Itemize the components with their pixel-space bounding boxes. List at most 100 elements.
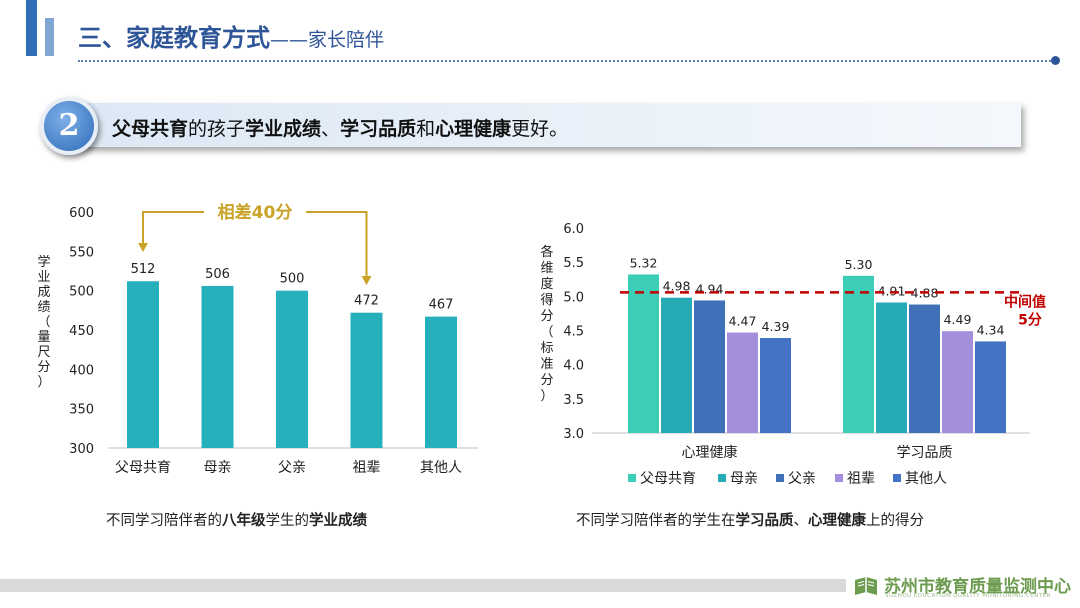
header-accent-bar-light	[45, 18, 54, 56]
caption-part: 学生的	[265, 513, 310, 529]
y-axis-label-char: 成	[37, 285, 50, 300]
y-axis-label-char: 度	[540, 276, 553, 292]
right-chart-caption: 不同学习陪伴者的学生在学习品质、心理健康上的得分	[576, 509, 924, 530]
section-title-main: 三、家庭教育方式	[78, 24, 270, 52]
y-axis-label-char: 学	[37, 254, 50, 270]
x-category-label: 母亲	[204, 460, 232, 476]
median-label: 中间值	[1004, 293, 1046, 310]
y-tick-label: 6.0	[563, 222, 584, 237]
median-value-label: 5分	[1018, 312, 1042, 328]
y-tick-label: 600	[69, 206, 94, 221]
section-title: 三、家庭教育方式——家长陪伴	[78, 18, 384, 53]
y-tick-label: 3.5	[563, 393, 584, 408]
y-tick-label: 350	[69, 403, 94, 418]
bar-value-label: 4.47	[729, 314, 757, 329]
y-tick-label: 4.0	[563, 359, 584, 374]
header-divider-dot	[1051, 56, 1060, 65]
footer-bar	[0, 579, 846, 592]
finding-term-mental-health: 心理健康	[435, 118, 512, 140]
y-axis-label-char: 各	[540, 244, 553, 260]
bar-祖辈	[350, 312, 383, 448]
caption-bold-learning-quality: 学习品质	[735, 513, 794, 529]
legend-label: 其他人	[905, 471, 947, 487]
y-axis-label-char: 准	[540, 357, 553, 372]
bar-value-label: 467	[429, 298, 454, 313]
finding-term-coparenting: 父母共育	[112, 118, 189, 140]
header-divider	[78, 60, 1054, 62]
bar-value-label: 4.98	[663, 279, 691, 294]
x-category-label: 学习品质	[897, 445, 953, 461]
org-name-en: SUZHOU EDUCATION QUALITY MONITORING CENT…	[885, 593, 1051, 599]
bar-学习品质-父母共育	[843, 275, 874, 433]
bar-心理健康-祖辈	[727, 332, 758, 433]
x-category-label: 父母共育	[115, 460, 171, 476]
key-finding-banner	[66, 103, 1021, 147]
book-logo-icon	[855, 577, 877, 595]
y-tick-label: 400	[69, 363, 94, 378]
score-gap-annotation: 相差40分	[218, 202, 293, 223]
caption-bold-academic: 学业成绩	[309, 513, 367, 529]
legend-label: 祖辈	[847, 471, 875, 487]
bar-value-label: 472	[354, 294, 379, 309]
bar-父亲	[276, 290, 308, 448]
y-axis-label-char: 分	[540, 373, 553, 388]
y-tick-label: 5.5	[563, 256, 584, 271]
legend-swatch	[718, 474, 726, 482]
bar-母亲	[201, 285, 234, 448]
bar-value-label: 512	[131, 262, 156, 277]
y-axis-label-char: （	[540, 325, 553, 340]
legend-swatch	[835, 474, 843, 482]
bar-value-label: 4.39	[762, 319, 790, 334]
bar-心理健康-父母共育	[628, 274, 659, 433]
y-axis-label-char: 尺	[37, 345, 50, 360]
bar-value-label: 4.91	[878, 283, 906, 298]
finding-number-badge: 2	[40, 97, 98, 155]
legend-swatch	[776, 474, 784, 482]
key-finding-text: 父母共育的孩子学业成绩、学习品质和心理健康更好。	[112, 114, 568, 141]
x-category-label: 父亲	[278, 460, 306, 476]
y-tick-label: 500	[69, 285, 94, 300]
arrow-down-icon	[361, 276, 372, 285]
caption-part: 不同学习陪伴者的学生在	[576, 513, 736, 529]
legend-label: 父母共育	[640, 471, 696, 487]
y-tick-label: 3.0	[563, 427, 584, 442]
bar-其他人	[425, 316, 457, 448]
y-tick-label: 450	[69, 324, 94, 339]
y-axis-label-char: 维	[540, 261, 553, 276]
y-axis-label-char: （	[37, 315, 50, 330]
y-axis-label-char: 绩	[37, 300, 50, 315]
bar-value-label: 5.32	[630, 255, 658, 270]
arrow-down-icon	[138, 243, 148, 252]
bar-心理健康-其他人	[760, 338, 791, 433]
bar-学习品质-其他人	[975, 341, 1006, 433]
y-axis-label-char: ）	[37, 375, 50, 390]
y-axis-label-char: ）	[540, 389, 553, 404]
x-category-label: 其他人	[420, 460, 462, 476]
legend-swatch	[893, 474, 901, 482]
academic-score-chart: 300 350 400 450 500 550 600 512 父母共育 506 母亲 500 父亲 4…	[37, 202, 478, 476]
finding-text-part: 、	[321, 118, 341, 140]
section-subtitle: ——家长陪伴	[270, 29, 385, 51]
dimension-score-chart: 3.0 3.5 4.0 4.5 5.0 5.5 6.0 5.32 4.98 4.94 4.47 4.…	[540, 222, 1046, 487]
legend-label: 母亲	[730, 471, 758, 487]
y-axis-label-char: 标	[540, 341, 553, 356]
finding-term-learning-quality: 学习品质	[340, 118, 417, 140]
bar-value-label: 506	[205, 267, 230, 282]
bar-学习品质-父亲	[909, 304, 940, 433]
finding-term-academic: 学业成绩	[245, 118, 322, 140]
caption-bold-mental-health: 心理健康	[808, 513, 866, 529]
y-tick-label: 5.0	[563, 290, 584, 305]
y-axis-label-char: 得	[540, 292, 553, 308]
x-category-label: 心理健康	[682, 444, 738, 461]
bar-心理健康-父亲	[694, 300, 725, 433]
caption-part: 上的得分	[866, 513, 924, 529]
bar-value-label: 5.30	[845, 257, 873, 272]
bar-学习品质-母亲	[876, 302, 907, 433]
bar-value-label: 4.49	[944, 312, 972, 327]
y-tick-label: 550	[69, 245, 94, 260]
y-axis-label-char: 量	[37, 330, 50, 345]
bar-value-label: 4.94	[696, 281, 724, 296]
bar-value-label: 500	[280, 272, 305, 287]
y-axis-label-char: 分	[37, 360, 50, 375]
legend-swatch	[628, 474, 636, 482]
